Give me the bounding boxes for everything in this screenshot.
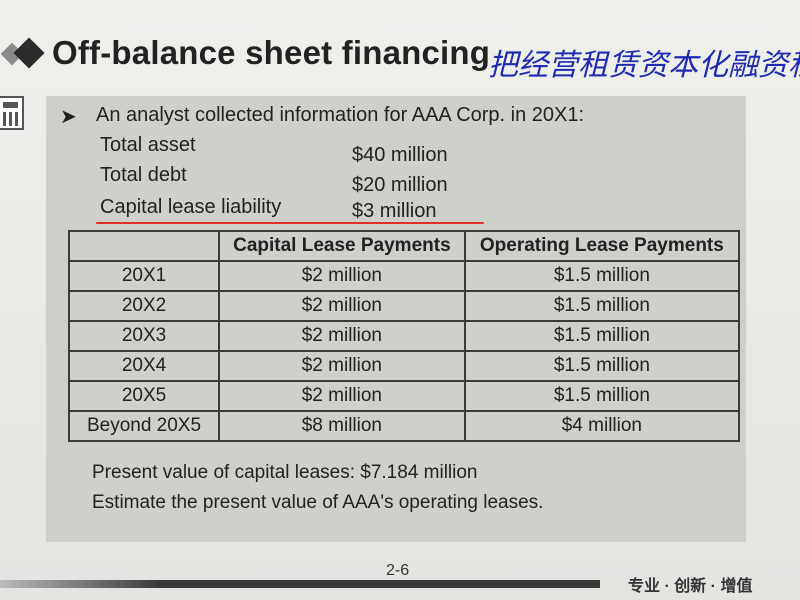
title-row: Off-balance sheet financing xyxy=(0,28,800,88)
red-underline-annotation xyxy=(96,222,484,224)
diamond-icon xyxy=(13,37,45,69)
table-row: 20X2 $2 million $1.5 million xyxy=(68,290,741,322)
table-cell-operating: $1.5 million xyxy=(463,350,741,382)
table-row: 20X5 $2 million $1.5 million xyxy=(68,380,741,412)
table-header-row: Capital Lease Payments Operating Lease P… xyxy=(68,230,741,262)
page-title: Off-balance sheet financing xyxy=(52,34,491,71)
table-row: 20X1 $2 million $1.5 million xyxy=(68,260,741,292)
table-header-blank xyxy=(68,230,220,262)
page-number: 2-6 xyxy=(386,562,410,579)
handwritten-note: 把经营租赁资本化融资租 xyxy=(488,48,800,83)
table-row: 20X4 $2 million $1.5 million xyxy=(68,350,741,382)
info-label-capital-lease-liability: Capital lease liability xyxy=(100,196,282,218)
table-cell-capital: $2 million xyxy=(218,260,466,292)
pv-capital-leases-text: Present value of capital leases: $7.184 … xyxy=(92,462,478,483)
footer-bar xyxy=(0,580,800,588)
table-cell-operating: $1.5 million xyxy=(463,380,741,412)
intro-text: An analyst collected information for AAA… xyxy=(96,104,585,126)
table-cell-year: 20X3 xyxy=(68,320,220,352)
table-cell-operating: $4 million xyxy=(463,410,741,442)
table-cell-year: 20X1 xyxy=(68,260,220,292)
bullet-arrow-icon: ➤ xyxy=(60,106,77,128)
table-cell-capital: $2 million xyxy=(218,350,466,382)
table-cell-capital: $2 million xyxy=(218,290,466,322)
calculator-icon xyxy=(0,96,24,130)
table-header-operating: Operating Lease Payments xyxy=(463,230,741,262)
table-row: 20X3 $2 million $1.5 million xyxy=(68,320,741,352)
table-cell-operating: $1.5 million xyxy=(463,290,741,322)
table-cell-year: 20X2 xyxy=(68,290,220,322)
info-value-total-asset: $40 million xyxy=(352,144,448,166)
table-cell-capital: $8 million xyxy=(218,410,466,442)
question-text: Estimate the present value of AAA's oper… xyxy=(92,492,544,513)
table-header-capital: Capital Lease Payments xyxy=(218,230,466,262)
info-value-capital-lease-liability: $3 million xyxy=(352,200,437,222)
info-label-total-debt: Total debt xyxy=(100,164,187,186)
table-cell-capital: $2 million xyxy=(218,320,466,352)
table-cell-year: 20X5 xyxy=(68,380,220,412)
table-cell-operating: $1.5 million xyxy=(463,260,741,292)
footer-slogan: 专业 · 创新 · 增值 xyxy=(628,578,753,595)
table-cell-capital: $2 million xyxy=(218,380,466,412)
table-cell-operating: $1.5 million xyxy=(463,320,741,352)
lease-payments-table: Capital Lease Payments Operating Lease P… xyxy=(68,230,741,442)
table-row: Beyond 20X5 $8 million $4 million xyxy=(68,410,741,442)
info-value-total-debt: $20 million xyxy=(352,174,448,196)
table-cell-year: 20X4 xyxy=(68,350,220,382)
info-label-total-asset: Total asset xyxy=(100,134,196,156)
table-cell-year: Beyond 20X5 xyxy=(68,410,220,442)
